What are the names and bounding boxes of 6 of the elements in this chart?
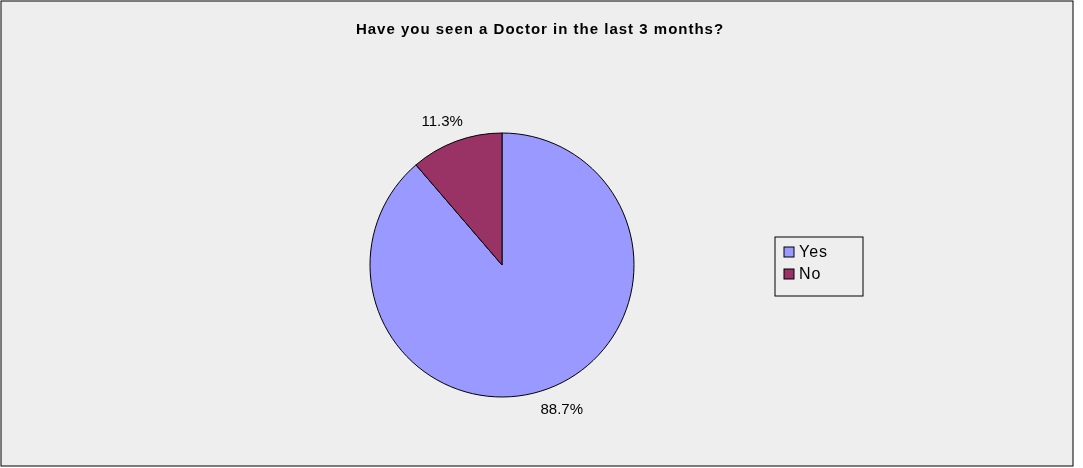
legend-label: Yes: [799, 243, 829, 260]
data-label: 11.3%: [421, 111, 463, 129]
legend-label: No: [799, 265, 822, 282]
chart-title: Have you seen a Doctor in the last 3 months?: [355, 20, 725, 37]
pie-slice: [369, 132, 635, 398]
data-label: 88.7%: [540, 400, 584, 418]
